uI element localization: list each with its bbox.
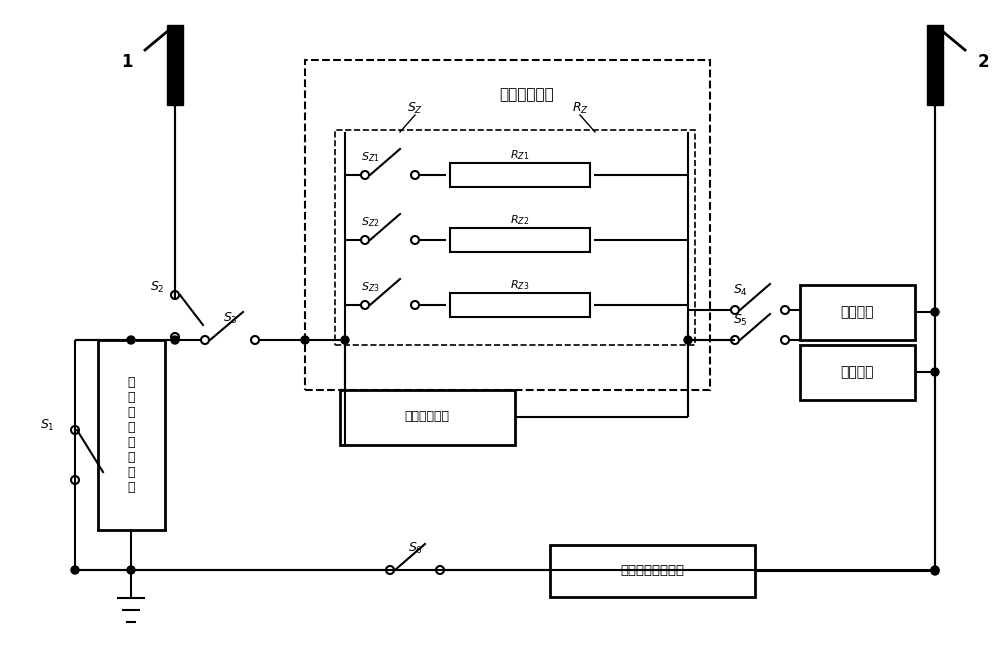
Polygon shape [167,25,183,105]
Text: $R_{Z3}$: $R_{Z3}$ [510,278,530,292]
Circle shape [127,336,135,344]
Text: $S_1$: $S_1$ [40,417,55,432]
Bar [98,340,165,530]
Circle shape [931,566,939,574]
Circle shape [931,368,939,376]
Bar [450,228,590,252]
Bar [450,163,590,187]
Text: 扫描电源: 扫描电源 [840,305,874,319]
Bar [305,60,710,390]
Text: 1: 1 [121,53,133,71]
Circle shape [301,336,309,344]
Circle shape [931,308,939,316]
Text: $S_5$: $S_5$ [733,312,747,327]
Bar [550,545,755,597]
Circle shape [71,566,79,574]
Text: $S_2$: $S_2$ [150,280,164,295]
Text: $S_4$: $S_4$ [733,282,747,297]
Text: $S_6$: $S_6$ [408,541,422,556]
Text: 电流支路单元: 电流支路单元 [500,87,554,102]
Text: $R_Z$: $R_Z$ [572,100,588,115]
Text: $S_3$: $S_3$ [223,310,237,325]
Text: 第
一
电
压
取
样
模
块: 第 一 电 压 取 样 模 块 [127,376,135,494]
Bar [800,285,915,340]
Bar [450,293,590,317]
Circle shape [127,566,135,574]
Circle shape [684,336,692,344]
Text: $S_Z$: $S_Z$ [407,100,423,115]
Text: $R_{Z2}$: $R_{Z2}$ [510,213,530,227]
Circle shape [341,336,349,344]
Circle shape [171,336,179,344]
Polygon shape [927,25,943,105]
Bar [340,390,515,445]
Text: 电流取样单元: 电流取样单元 [404,411,450,424]
Text: 2: 2 [977,53,989,71]
Bar [800,345,915,400]
Bar [335,130,695,345]
Text: $S_{Z1}$: $S_{Z1}$ [361,150,379,164]
Text: 稳压电源: 稳压电源 [840,365,874,379]
Text: $S_{Z2}$: $S_{Z2}$ [361,215,379,229]
Circle shape [931,567,939,575]
Text: 第二电压取样模块: 第二电压取样模块 [620,565,684,578]
Text: $S_{Z3}$: $S_{Z3}$ [361,280,379,294]
Text: $R_{Z1}$: $R_{Z1}$ [510,148,530,162]
